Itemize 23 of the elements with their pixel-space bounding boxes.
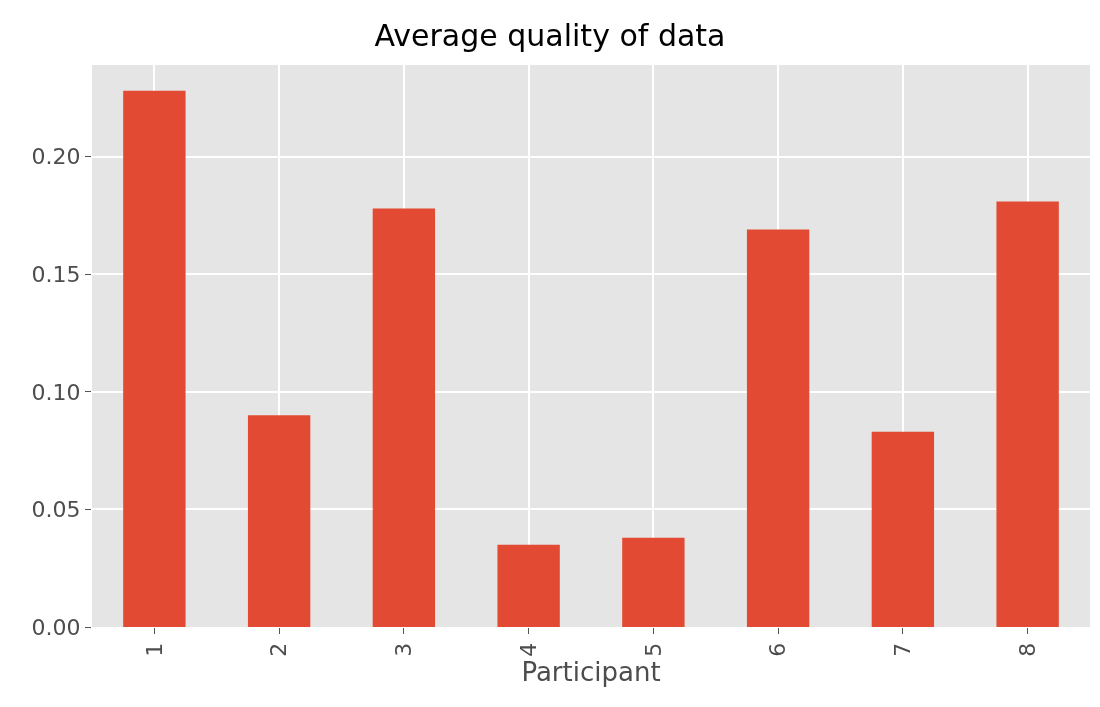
bar: [746, 229, 810, 627]
bar: [372, 208, 436, 627]
y-tick-label: 0.15: [31, 261, 81, 287]
chart-title: Average quality of data: [374, 17, 726, 53]
x-tick-label: 2: [266, 642, 292, 657]
bar: [123, 90, 186, 627]
x-tick-label: 6: [765, 642, 791, 657]
bar: [497, 544, 560, 627]
x-tick-label: 5: [640, 642, 666, 657]
y-tick-label: 0.20: [31, 144, 81, 170]
bar: [996, 201, 1059, 627]
x-tick-label: 1: [141, 642, 167, 657]
bar: [622, 537, 685, 627]
bar: [871, 431, 935, 627]
y-tick-label: 0.00: [31, 614, 81, 640]
y-tick-label: 0.05: [31, 497, 81, 523]
bar: [247, 415, 311, 627]
x-tick-label: 8: [1014, 642, 1040, 657]
x-tick-label: 7: [890, 642, 916, 657]
x-tick-label: 3: [391, 642, 417, 657]
y-tick-label: 0.10: [31, 379, 81, 405]
x-axis-title: Participant: [521, 656, 661, 687]
x-tick-label: 4: [515, 642, 541, 657]
